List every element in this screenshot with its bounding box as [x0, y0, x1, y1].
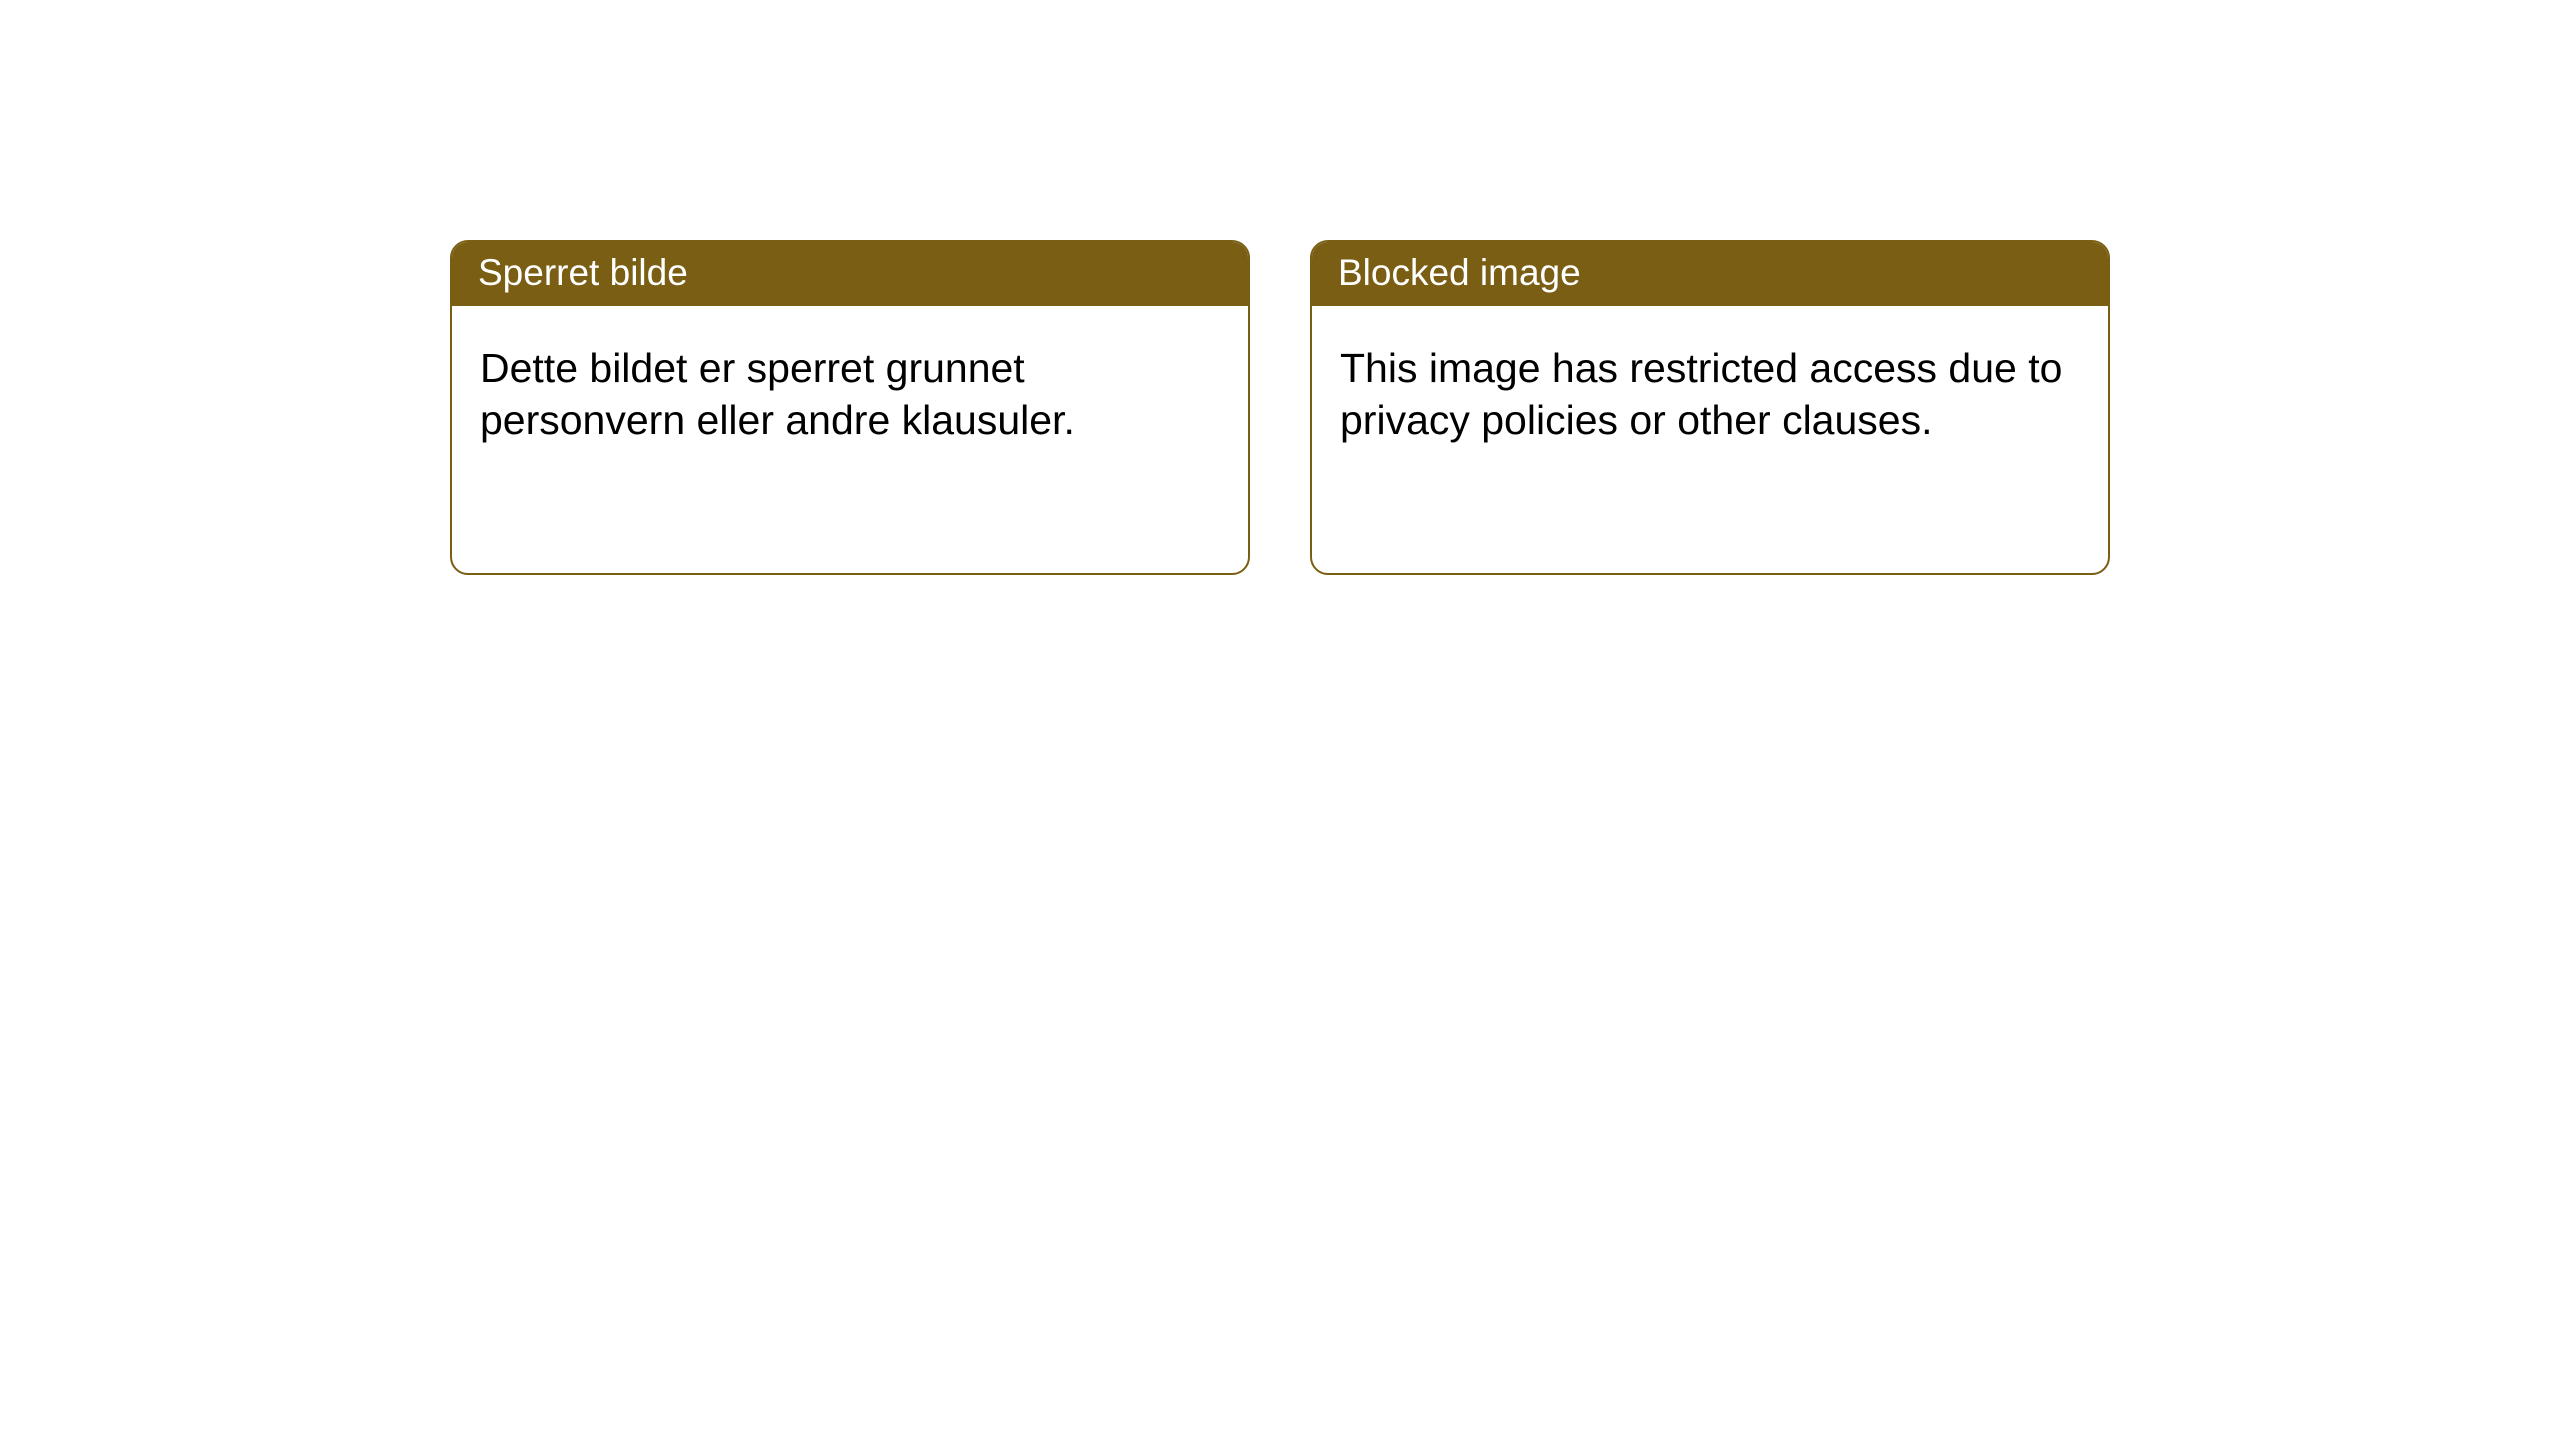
blocked-image-card-norwegian: Sperret bilde Dette bildet er sperret gr…: [450, 240, 1250, 575]
notice-cards-container: Sperret bilde Dette bildet er sperret gr…: [0, 0, 2560, 575]
card-header-text: Blocked image: [1338, 252, 1581, 293]
card-body-text: Dette bildet er sperret grunnet personve…: [480, 345, 1075, 443]
blocked-image-card-english: Blocked image This image has restricted …: [1310, 240, 2110, 575]
card-header-text: Sperret bilde: [478, 252, 688, 293]
card-body: This image has restricted access due to …: [1312, 306, 2108, 475]
card-body-text: This image has restricted access due to …: [1340, 345, 2062, 443]
card-header: Blocked image: [1312, 242, 2108, 306]
card-header: Sperret bilde: [452, 242, 1248, 306]
card-body: Dette bildet er sperret grunnet personve…: [452, 306, 1248, 475]
